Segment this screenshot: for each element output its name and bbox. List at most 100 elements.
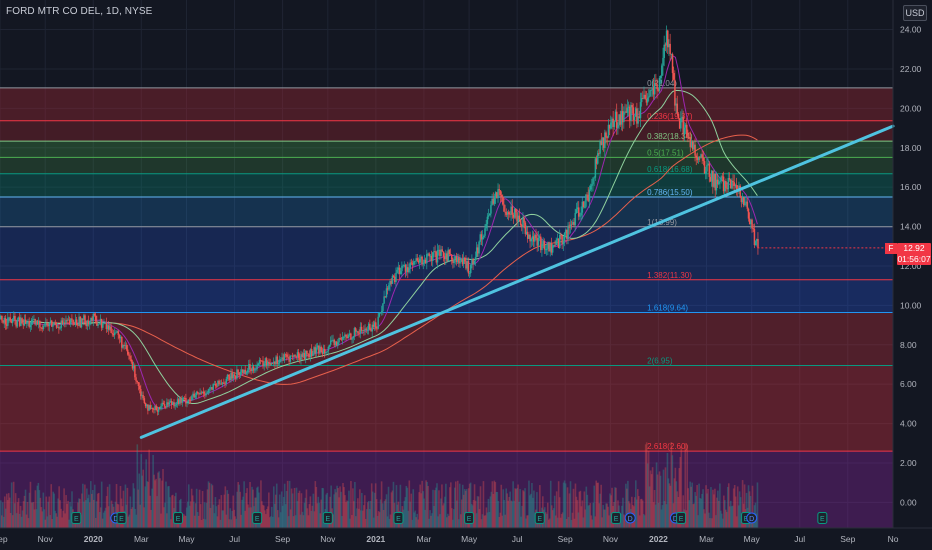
volume-bar [235, 518, 238, 528]
volume-bar [102, 512, 105, 528]
x-tick-label: Sep [840, 534, 855, 544]
candle [371, 324, 373, 332]
candle [253, 369, 256, 371]
candle [391, 275, 394, 284]
volume-bar [608, 515, 610, 528]
volume-bar [47, 501, 50, 528]
candle [214, 383, 217, 386]
volume-bar [644, 444, 647, 528]
volume-bar [210, 483, 213, 528]
volume-bar [621, 505, 623, 528]
candle [559, 234, 561, 249]
volume-bar [287, 516, 290, 528]
candle [283, 354, 286, 361]
candle [302, 353, 305, 357]
candle [430, 255, 433, 262]
volume-bar [399, 484, 402, 528]
candle [64, 322, 66, 324]
earnings-marker: E [676, 512, 687, 524]
x-tick-label: No [888, 534, 899, 544]
candle [395, 272, 397, 283]
volume-bar [146, 481, 148, 528]
volume-bar [603, 509, 605, 528]
volume-bar [374, 483, 377, 528]
candle [384, 296, 387, 298]
candle [56, 326, 59, 328]
candle [620, 111, 623, 125]
candle [659, 76, 662, 78]
currency-button[interactable]: USD [903, 5, 927, 21]
volume-bar [356, 508, 358, 528]
volume-bar [563, 480, 566, 528]
volume-bar [184, 515, 187, 528]
candle [542, 241, 544, 244]
candle [47, 324, 49, 327]
volume-bar [602, 505, 604, 528]
candle [21, 318, 23, 324]
dividend-marker: D [746, 512, 758, 524]
volume-bar [25, 514, 28, 528]
candle [739, 185, 741, 197]
volume-bar [375, 499, 378, 528]
candle [396, 269, 398, 273]
volume-bar [561, 512, 564, 528]
volume-bar [295, 487, 298, 528]
volume-bar [480, 519, 483, 528]
volume-bar [141, 475, 144, 528]
volume-bar [99, 507, 102, 528]
candle [257, 363, 260, 366]
candle [297, 352, 300, 358]
volume-bar [481, 514, 484, 528]
volume-bar [147, 481, 149, 528]
candle [45, 323, 47, 326]
candle [143, 398, 146, 404]
candle [303, 353, 306, 360]
candle [418, 258, 421, 263]
candle [573, 222, 575, 226]
candle [305, 350, 307, 360]
volume-bar [646, 463, 649, 528]
candle [360, 326, 363, 331]
candle [658, 77, 661, 91]
volume-bar [299, 514, 302, 528]
volume-bar [318, 502, 321, 528]
volume-bar [640, 498, 643, 528]
volume-bar [366, 502, 369, 528]
candle [10, 320, 13, 323]
candle [728, 178, 731, 180]
volume-bar [690, 486, 692, 528]
candle [8, 317, 10, 319]
volume-bar [693, 503, 695, 528]
candle [70, 318, 72, 325]
candle [237, 369, 239, 373]
volume-bar [528, 480, 530, 528]
candle [487, 215, 490, 217]
volume-bar [389, 514, 392, 528]
volume-bar [138, 473, 141, 528]
candle [750, 219, 752, 225]
candle [392, 275, 395, 277]
volume-bar [364, 518, 367, 528]
candle [449, 254, 452, 255]
candle [516, 212, 518, 222]
candle [68, 319, 71, 325]
fib-level-label: 0(21.04) [647, 79, 677, 88]
candle [109, 326, 111, 330]
y-tick-label: 6.00 [900, 379, 917, 389]
candle [258, 360, 261, 364]
volume-bar [316, 503, 319, 528]
candle [5, 324, 8, 326]
volume-bar [45, 496, 48, 528]
candle [154, 405, 156, 410]
volume-bar [307, 515, 310, 528]
volume-bar [413, 512, 416, 528]
x-tick-label: 2021 [366, 534, 385, 544]
y-tick-label: 22.00 [900, 64, 922, 74]
volume-bar [169, 497, 171, 528]
candle [332, 339, 334, 341]
volume-bar [705, 485, 707, 528]
candle [16, 319, 19, 327]
volume-bar [85, 500, 87, 528]
candle [740, 196, 743, 203]
